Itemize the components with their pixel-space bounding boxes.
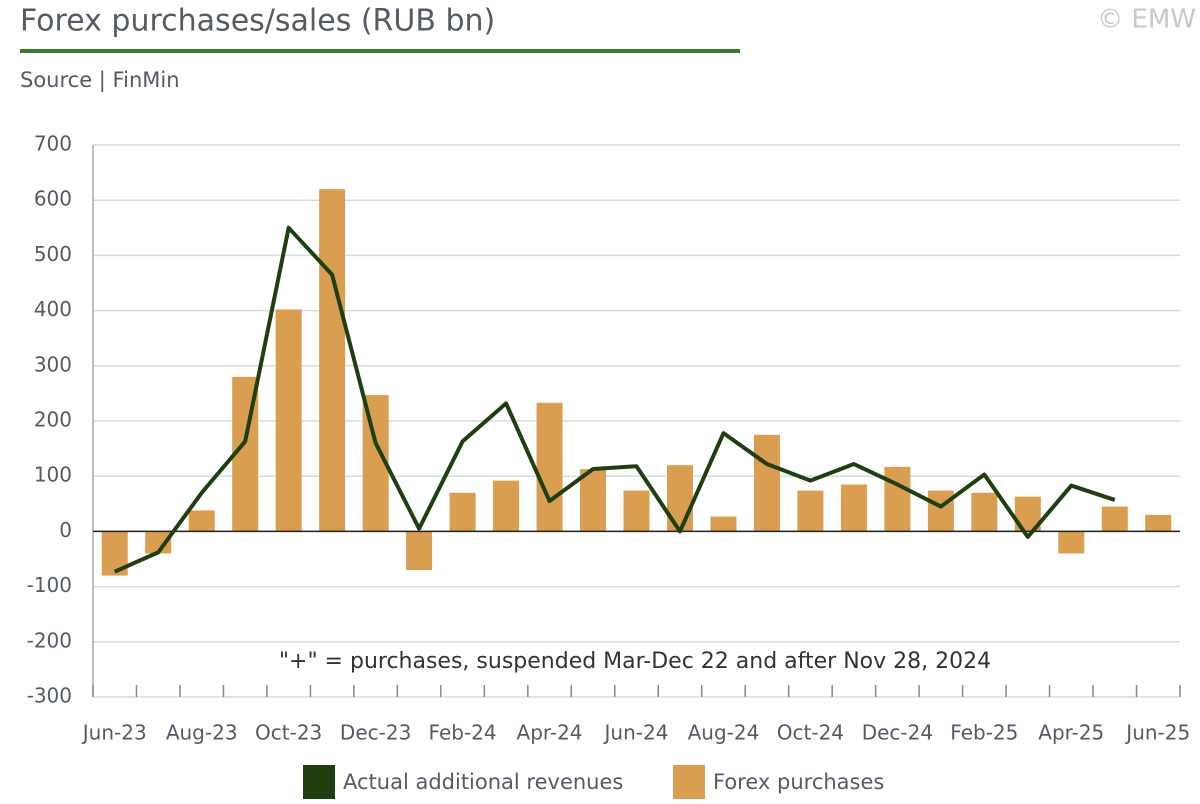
bar [449, 492, 476, 532]
bar [884, 466, 911, 532]
x-tick-label: Dec-24 [862, 721, 933, 745]
plot-area: -300 -200 -100 0 100 200 300 400 500 600 700 Jun-23… [27, 132, 1190, 799]
legend-label: Forex purchases [713, 770, 884, 794]
bar [493, 480, 520, 532]
subtitle: Source | FinMin [20, 68, 180, 93]
x-tick-label: Oct-24 [777, 721, 844, 745]
y-tick-label: -100 [27, 573, 72, 597]
legend-swatch [303, 765, 335, 799]
x-tick-label: Aug-23 [166, 721, 238, 745]
x-tick-label: Dec-23 [340, 721, 411, 745]
bar [319, 189, 346, 532]
chart-title: Forex purchases/sales (RUB bn) [20, 4, 495, 39]
x-tick-label: Jun-24 [603, 721, 669, 745]
bar [666, 465, 693, 532]
credit: © EMW [1097, 5, 1196, 35]
y-tick-label: 500 [34, 242, 72, 266]
bar [1058, 531, 1085, 554]
bar [840, 484, 867, 532]
legend-swatch [673, 765, 705, 799]
bar [753, 434, 780, 532]
y-tick-label: -200 [27, 628, 72, 652]
y-tick-label: -300 [27, 684, 72, 708]
y-tick-label: 0 [59, 518, 72, 542]
x-tick-label: Aug-24 [688, 721, 760, 745]
bar [1145, 514, 1172, 532]
bar [927, 490, 954, 532]
line [113, 225, 1116, 574]
x-tick-label: Jun-25 [1124, 721, 1190, 745]
annotation: "+" = purchases, suspended Mar-Dec 22 an… [279, 649, 991, 674]
bar [580, 469, 607, 532]
legend-label: Actual additional revenues [343, 770, 623, 794]
y-tick-label: 300 [34, 352, 72, 376]
x-tick-label: Feb-24 [429, 721, 497, 745]
bar [406, 531, 433, 571]
y-tick-label: 700 [34, 132, 72, 156]
y-tick-label: 400 [34, 297, 72, 321]
bar [275, 309, 302, 532]
y-tick-label: 600 [34, 187, 72, 211]
bar [710, 516, 737, 532]
y-tick-label: 100 [34, 463, 72, 487]
x-tick-label: Feb-25 [950, 721, 1018, 745]
bar [188, 510, 215, 532]
bar [145, 531, 172, 554]
y-tick-label: 200 [34, 408, 72, 432]
x-tick-label: Jun-23 [81, 721, 147, 745]
x-tick-label: Apr-25 [1038, 721, 1104, 745]
bar [536, 402, 563, 532]
x-tick-label: Oct-23 [255, 721, 322, 745]
title-underline [20, 49, 740, 53]
bar [971, 492, 998, 532]
bar [1101, 506, 1128, 532]
x-tick-label: Apr-24 [517, 721, 583, 745]
bar [623, 490, 650, 532]
bar [797, 490, 824, 532]
